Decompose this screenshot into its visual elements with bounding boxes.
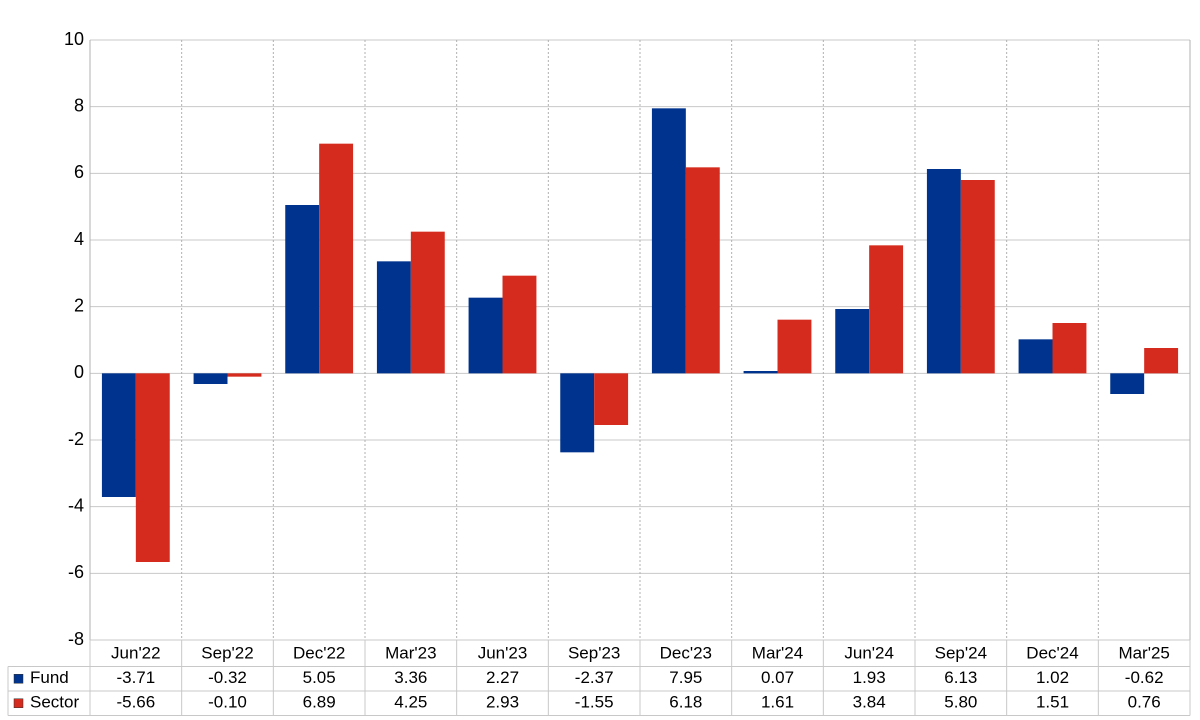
bar: [319, 143, 354, 374]
bar: [410, 231, 445, 374]
x-tick-label: Mar'25: [1118, 644, 1169, 663]
y-tick-label: -8: [68, 629, 84, 649]
legend-swatch: [13, 674, 24, 684]
bar: [135, 373, 170, 562]
table-value: 4.25: [394, 693, 427, 712]
table-value: 2.93: [486, 693, 519, 712]
x-tick-label: Dec'23: [660, 644, 712, 663]
x-tick-label: Jun'24: [844, 644, 894, 663]
table-value: 5.80: [944, 693, 977, 712]
x-tick-label: Sep'24: [935, 644, 987, 663]
x-tick-label: Dec'22: [293, 644, 345, 663]
bar: [1110, 373, 1145, 394]
x-tick-label: Sep'23: [568, 644, 620, 663]
y-tick-label: -2: [68, 429, 84, 449]
bar: [227, 373, 262, 377]
bar: [743, 371, 778, 374]
bar: [685, 167, 720, 374]
table-value: -2.37: [575, 668, 614, 687]
x-tick-label: Mar'23: [385, 644, 436, 663]
table-value: 3.36: [394, 668, 427, 687]
table-value: 1.61: [761, 693, 794, 712]
y-tick-label: -4: [68, 495, 84, 515]
x-tick-label: Dec'24: [1026, 644, 1078, 663]
bar: [869, 245, 904, 374]
bar: [193, 373, 228, 384]
y-tick-label: 10: [64, 29, 84, 49]
bar: [1018, 339, 1053, 374]
bar: [594, 373, 629, 425]
legend-label: Fund: [30, 668, 69, 687]
bar: [1144, 348, 1179, 374]
bar: [835, 309, 870, 374]
bar: [651, 108, 686, 374]
y-tick-label: 2: [74, 295, 84, 315]
y-tick-label: 8: [74, 95, 84, 115]
table-value: 6.18: [669, 693, 702, 712]
table-value: 2.27: [486, 668, 519, 687]
table-value: 0.07: [761, 668, 794, 687]
y-tick-label: -6: [68, 562, 84, 582]
legend-label: Sector: [30, 693, 79, 712]
y-tick-label: 6: [74, 162, 84, 182]
x-tick-label: Jun'22: [111, 644, 161, 663]
table-value: 7.95: [669, 668, 702, 687]
y-tick-label: 4: [74, 229, 84, 249]
bar: [1052, 323, 1087, 374]
table-value: 5.05: [303, 668, 336, 687]
bar: [777, 319, 812, 374]
table-value: 1.02: [1036, 668, 1069, 687]
bar: [376, 261, 411, 374]
table-value: -0.32: [208, 668, 247, 687]
table-value: -1.55: [575, 693, 614, 712]
bar: [502, 275, 537, 374]
table-value: 1.51: [1036, 693, 1069, 712]
y-tick-label: 0: [74, 362, 84, 382]
table-value: -0.10: [208, 693, 247, 712]
x-tick-label: Sep'22: [201, 644, 253, 663]
x-tick-label: Mar'24: [752, 644, 803, 663]
bar: [468, 297, 503, 374]
bar: [560, 373, 595, 453]
table-value: -0.62: [1125, 668, 1164, 687]
x-tick-label: Jun'23: [478, 644, 528, 663]
bar: [285, 205, 320, 374]
bar: [101, 373, 136, 497]
table-value: 6.13: [944, 668, 977, 687]
table-value: 0.76: [1128, 693, 1161, 712]
table-value: 6.89: [303, 693, 336, 712]
table-value: -5.66: [116, 693, 155, 712]
bar: [926, 169, 961, 374]
bar: [960, 180, 995, 374]
table-value: -3.71: [116, 668, 155, 687]
table-value: 1.93: [853, 668, 886, 687]
legend-swatch: [13, 698, 24, 708]
table-value: 3.84: [853, 693, 886, 712]
